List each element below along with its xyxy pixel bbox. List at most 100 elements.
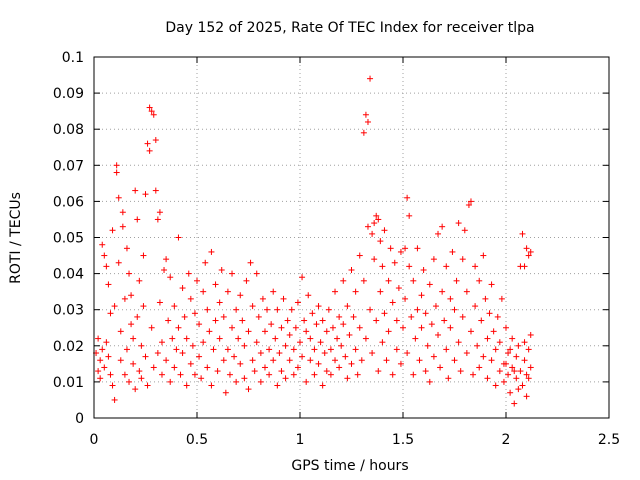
data-point — [377, 238, 384, 245]
data-point — [282, 342, 289, 349]
data-point — [418, 324, 425, 331]
data-point — [371, 220, 378, 227]
data-point — [447, 324, 454, 331]
data-point — [196, 321, 203, 328]
data-point — [356, 324, 363, 331]
data-point — [430, 353, 437, 360]
data-point — [95, 368, 102, 375]
data-point — [486, 310, 493, 317]
data-point — [449, 248, 456, 255]
data-point — [132, 187, 139, 194]
data-point — [200, 339, 207, 346]
data-point — [237, 360, 244, 367]
data-point — [418, 292, 425, 299]
data-point — [224, 288, 231, 295]
data-point — [101, 252, 108, 259]
y-tick-label: 0.07 — [53, 158, 84, 174]
data-point — [97, 375, 104, 382]
y-tick-label: 0 — [75, 411, 84, 427]
data-point — [191, 371, 198, 378]
data-point — [476, 364, 483, 371]
data-point — [280, 295, 287, 302]
data-point — [422, 310, 429, 317]
data-point — [430, 256, 437, 263]
data-point — [95, 335, 102, 342]
data-point — [527, 364, 534, 371]
data-point — [266, 346, 273, 353]
data-point — [445, 375, 452, 382]
data-point — [391, 259, 398, 266]
data-point — [109, 382, 116, 389]
data-point — [270, 357, 277, 364]
data-point — [397, 248, 404, 255]
y-tick-label: 0.06 — [53, 194, 84, 210]
data-point — [507, 389, 514, 396]
data-point — [187, 360, 194, 367]
data-point — [243, 277, 250, 284]
data-point — [158, 339, 165, 346]
data-point — [393, 317, 400, 324]
data-point — [175, 324, 182, 331]
data-point — [150, 111, 157, 118]
data-point — [144, 382, 151, 389]
data-point — [307, 357, 314, 364]
data-point — [134, 216, 141, 223]
data-point — [142, 353, 149, 360]
data-point — [404, 194, 411, 201]
data-point — [222, 389, 229, 396]
data-point — [334, 335, 341, 342]
y-tick-label: 0.09 — [53, 86, 84, 102]
data-point — [206, 328, 213, 335]
data-point — [459, 313, 466, 320]
data-point — [395, 285, 402, 292]
data-point — [451, 306, 458, 313]
data-point — [290, 346, 297, 353]
data-point — [249, 357, 256, 364]
data-point — [123, 346, 130, 353]
data-point — [490, 328, 497, 335]
data-point — [212, 281, 219, 288]
data-point — [515, 386, 522, 393]
data-point — [496, 368, 503, 375]
data-point — [381, 310, 388, 317]
data-point — [319, 382, 326, 389]
data-point — [402, 245, 409, 252]
data-point — [408, 313, 415, 320]
data-point — [358, 357, 365, 364]
data-point — [463, 288, 470, 295]
data-point — [117, 328, 124, 335]
data-point — [208, 382, 215, 389]
data-point — [220, 357, 227, 364]
data-point — [309, 310, 316, 317]
data-point — [226, 371, 233, 378]
data-point — [292, 324, 299, 331]
data-point — [311, 371, 318, 378]
data-point — [346, 331, 353, 338]
data-point — [161, 266, 168, 273]
data-point — [237, 292, 244, 299]
data-point — [323, 328, 330, 335]
data-point — [472, 303, 479, 310]
data-point — [397, 360, 404, 367]
data-point — [113, 162, 120, 169]
data-point — [255, 313, 262, 320]
data-point — [484, 375, 491, 382]
data-point — [130, 335, 137, 342]
x-tick-label: 2.5 — [598, 432, 620, 448]
data-point — [338, 342, 345, 349]
data-point — [286, 357, 293, 364]
data-point — [107, 310, 114, 317]
data-point — [492, 346, 499, 353]
data-point — [297, 339, 303, 346]
data-point — [152, 187, 159, 194]
data-point — [146, 147, 153, 154]
data-point — [373, 212, 380, 219]
data-point — [523, 371, 530, 378]
data-point — [142, 191, 149, 198]
data-point — [480, 252, 487, 259]
data-point — [272, 335, 279, 342]
data-point — [286, 331, 293, 338]
data-point — [154, 216, 161, 223]
data-point — [336, 313, 343, 320]
data-point — [457, 368, 464, 375]
